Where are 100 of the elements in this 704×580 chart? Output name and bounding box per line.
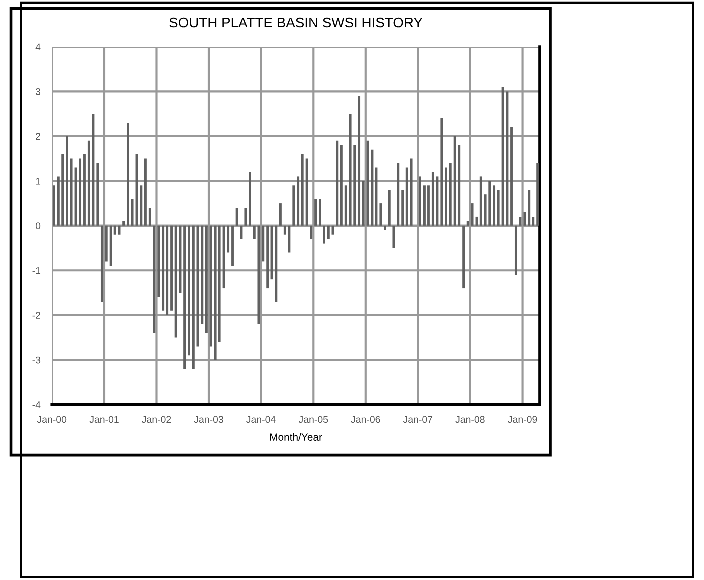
bar — [471, 204, 474, 226]
bar — [384, 226, 386, 230]
bar — [227, 226, 230, 253]
y-tick-label: 3 — [36, 88, 41, 96]
bar — [288, 226, 291, 253]
bar — [170, 226, 173, 311]
bar — [262, 226, 265, 262]
bar — [192, 226, 195, 370]
bar — [310, 226, 313, 240]
bar — [53, 186, 56, 226]
bar — [362, 181, 365, 226]
bar — [249, 172, 252, 226]
bar — [174, 226, 178, 338]
bar — [140, 186, 143, 226]
bar — [319, 199, 322, 226]
bar — [96, 163, 100, 226]
bar — [358, 96, 361, 226]
bar — [188, 226, 190, 356]
bar — [528, 190, 531, 226]
bar — [406, 168, 408, 226]
bar — [84, 154, 86, 226]
bar — [344, 186, 348, 226]
y-tick-label: 0 — [36, 222, 41, 230]
bar — [440, 118, 444, 226]
x-tick-label: Jan-06 — [351, 416, 380, 424]
bar — [397, 163, 400, 226]
bar — [524, 212, 526, 226]
bar — [419, 176, 422, 226]
x-tick-label: Jan-00 — [37, 416, 67, 424]
bar — [388, 190, 391, 226]
bar — [148, 208, 152, 226]
bar — [536, 163, 540, 226]
bar — [88, 140, 90, 226]
bar — [153, 226, 156, 334]
bar — [340, 145, 343, 226]
y-tick-label: -2 — [32, 312, 40, 319]
chart-title: SOUTH PLATTE BASIN SWSI HISTORY — [170, 18, 423, 28]
bar — [70, 158, 73, 226]
y-tick-label: -4 — [32, 402, 41, 408]
bar — [214, 226, 217, 360]
bar — [232, 226, 234, 266]
y-tick-label: -1 — [32, 267, 41, 274]
bar — [66, 136, 68, 226]
bar — [380, 204, 382, 226]
bar — [510, 128, 513, 226]
x-tick-label: Jan-09 — [508, 416, 538, 424]
bar — [301, 154, 304, 226]
bar — [144, 158, 147, 226]
bar — [488, 181, 492, 226]
bar — [432, 172, 434, 226]
bar — [480, 176, 482, 226]
bar — [127, 123, 130, 226]
x-tick-label: Jan-01 — [90, 416, 119, 424]
bar — [201, 226, 204, 324]
bar — [323, 226, 326, 244]
x-tick-label: Jan-04 — [246, 416, 276, 424]
bar — [110, 226, 112, 266]
y-tick-label: 1 — [36, 178, 41, 185]
bar — [79, 158, 82, 226]
x-tick-label: Jan-05 — [298, 416, 328, 424]
bar — [327, 226, 330, 240]
bar — [428, 186, 430, 226]
bar — [297, 176, 300, 226]
bar — [100, 226, 104, 302]
bar — [336, 140, 339, 226]
bar — [158, 226, 160, 298]
x-tick-label: Jan-08 — [456, 416, 485, 424]
bar — [62, 154, 64, 226]
bar — [314, 199, 318, 226]
bar — [122, 221, 126, 226]
bar — [466, 221, 470, 226]
bar — [502, 87, 504, 226]
bar — [205, 226, 208, 334]
bar — [258, 226, 260, 324]
y-tick-label: -3 — [32, 356, 41, 364]
bar — [462, 226, 466, 289]
bar — [454, 136, 456, 226]
bar — [444, 168, 448, 226]
y-tick-label: 2 — [36, 133, 40, 140]
bar — [514, 226, 518, 276]
bar — [306, 158, 308, 226]
bar — [410, 158, 413, 226]
x-tick-label: Jan-07 — [403, 416, 433, 424]
bar — [424, 186, 426, 226]
bar — [266, 226, 270, 289]
bar — [166, 226, 169, 316]
bar — [275, 226, 278, 302]
x-tick-label: Jan-02 — [142, 416, 172, 424]
bar — [131, 199, 134, 226]
bar — [392, 226, 396, 248]
x-axis-title: Month/Year — [270, 433, 322, 441]
bar — [280, 204, 282, 226]
bar — [236, 208, 238, 226]
bar — [184, 226, 186, 370]
bar — [349, 114, 352, 226]
x-tick-label: Jan-03 — [194, 416, 224, 424]
bar — [292, 186, 296, 226]
bar — [244, 208, 248, 226]
bar — [497, 190, 500, 226]
bar — [105, 226, 108, 262]
